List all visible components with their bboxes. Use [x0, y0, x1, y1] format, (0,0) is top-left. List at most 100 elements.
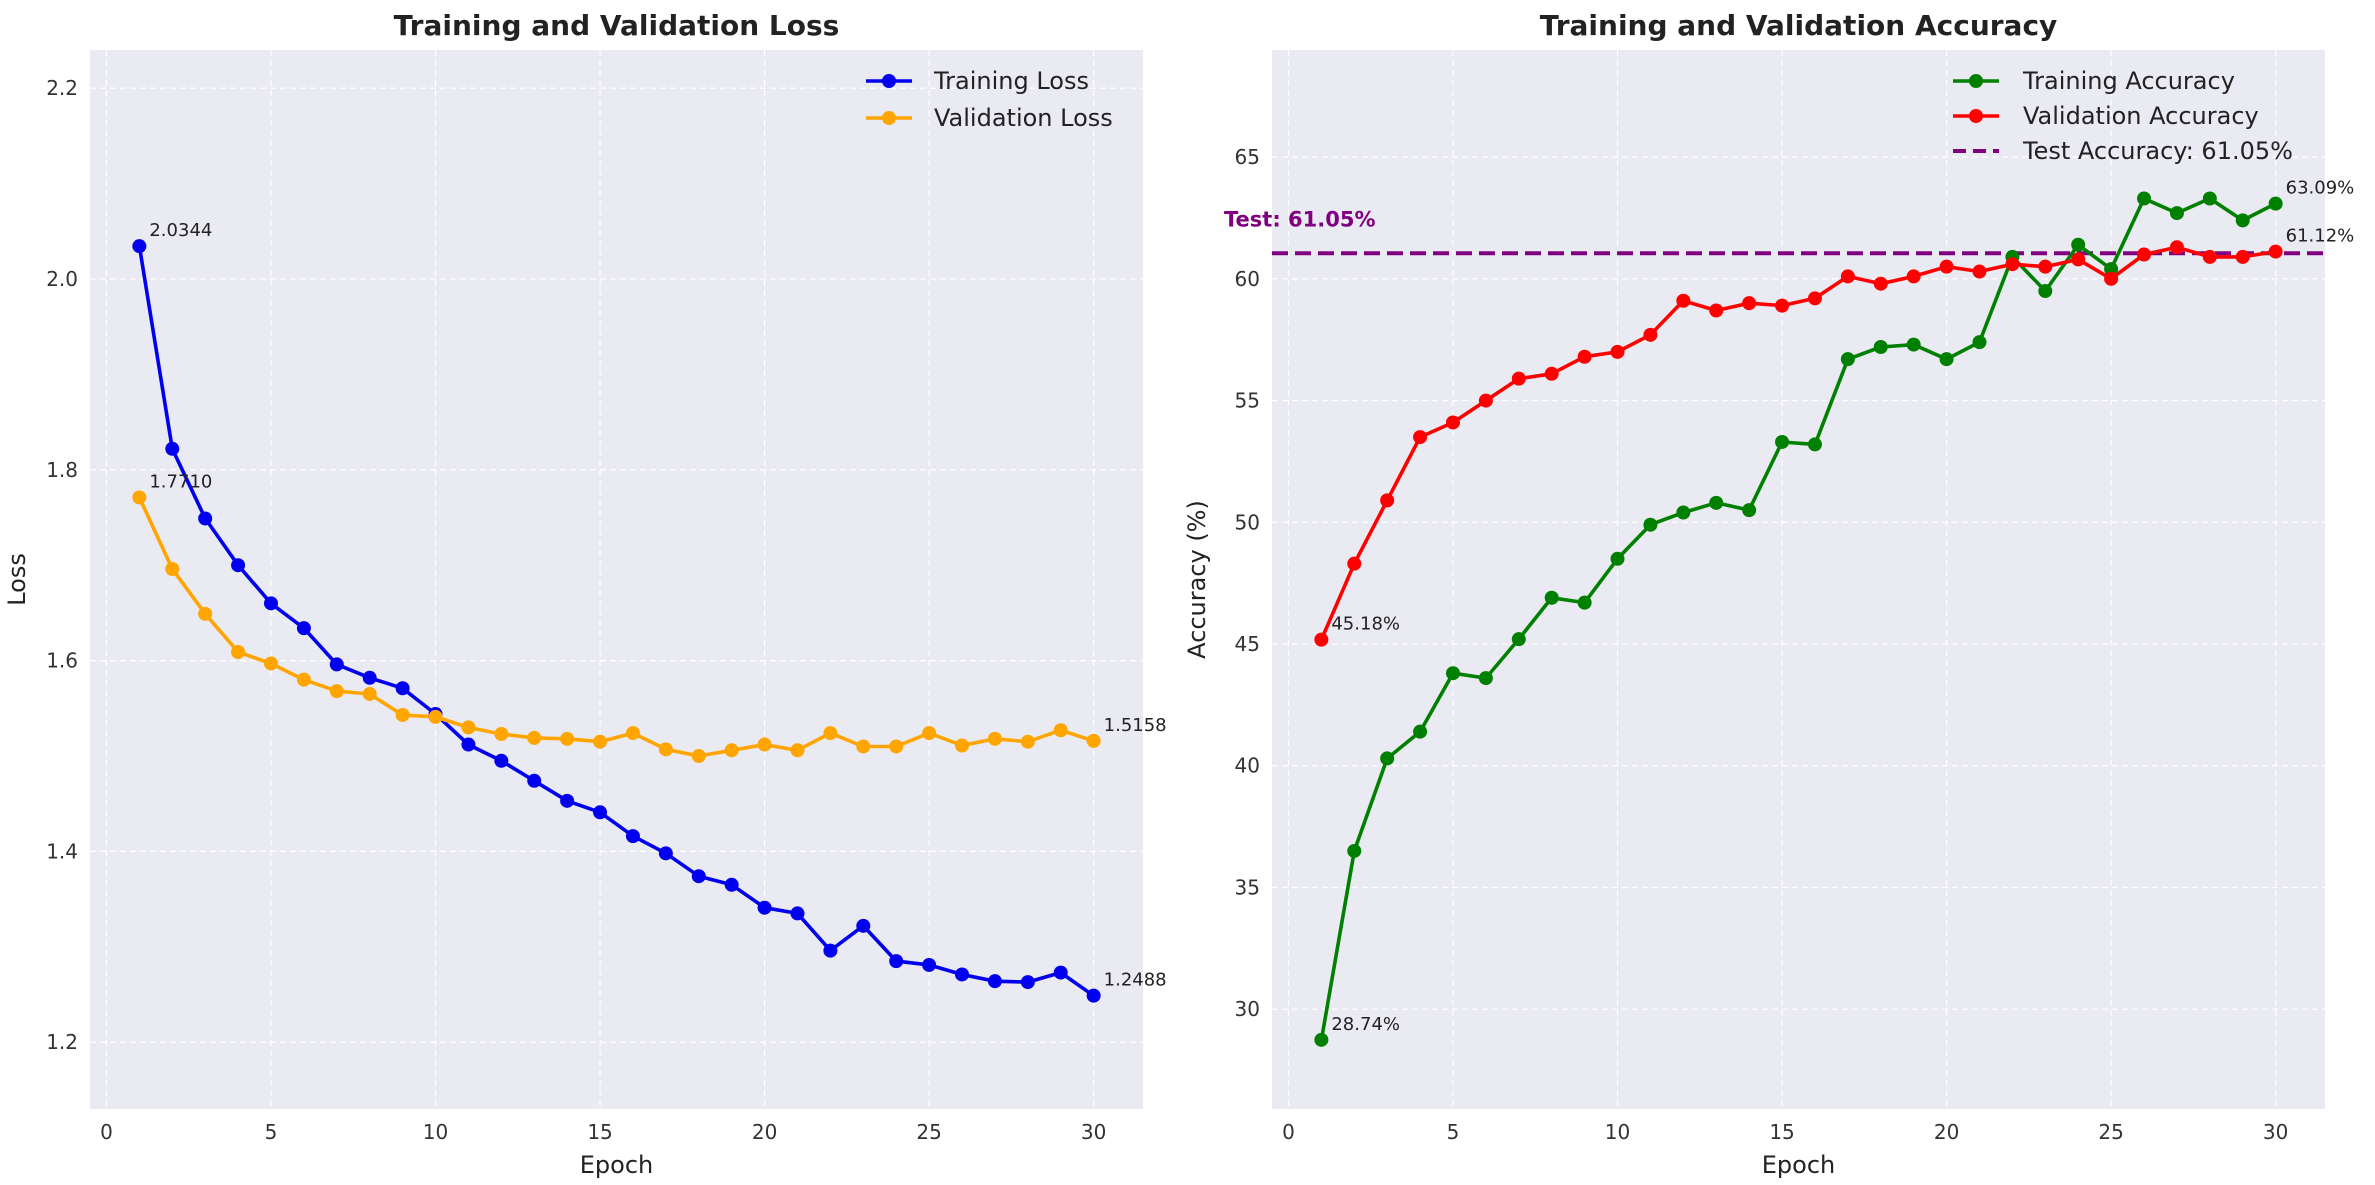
- legend-label: Test Accuracy: 61.05%: [2022, 137, 2293, 165]
- data-point: [1742, 296, 1757, 311]
- legend-marker: [882, 74, 896, 88]
- data-point: [658, 742, 673, 757]
- data-point: [2235, 213, 2250, 228]
- data-point: [2268, 196, 2283, 211]
- data-point: [1610, 344, 1625, 359]
- x-tick-label: 30: [1081, 1120, 1106, 1144]
- data-point: [1478, 671, 1493, 686]
- data-point: [1972, 335, 1987, 350]
- data-point: [757, 737, 772, 752]
- data-point: [593, 805, 608, 820]
- data-point: [2235, 249, 2250, 264]
- y-tick-label: 1.8: [46, 458, 78, 482]
- y-tick-label: 65: [1235, 145, 1260, 169]
- chart-title: Training and Validation Accuracy: [1540, 9, 2058, 42]
- data-point: [691, 869, 706, 884]
- x-tick-label: 0: [1282, 1120, 1295, 1144]
- y-axis-label: Accuracy (%): [1183, 500, 1211, 659]
- data-point: [1676, 293, 1691, 308]
- value-annotation: 2.0344: [149, 220, 212, 241]
- data-point: [1413, 724, 1428, 739]
- y-tick-label: 1.2: [46, 1030, 78, 1054]
- data-point: [1939, 259, 1954, 274]
- data-point: [691, 749, 706, 763]
- data-point: [790, 906, 805, 921]
- data-point: [1380, 493, 1395, 508]
- data-point: [1577, 595, 1592, 610]
- x-tick-label: 25: [2098, 1120, 2123, 1144]
- data-point: [1709, 495, 1724, 510]
- data-point: [1873, 340, 1888, 355]
- y-tick-label: 45: [1235, 632, 1260, 656]
- data-point: [1086, 988, 1101, 1003]
- chart-title: Training and Validation Loss: [394, 9, 840, 42]
- data-point: [494, 727, 509, 742]
- legend-label: Training Loss: [933, 67, 1089, 95]
- y-tick-label: 50: [1235, 510, 1260, 534]
- data-point: [2071, 237, 2086, 252]
- data-point: [823, 943, 838, 958]
- data-point: [1643, 517, 1658, 532]
- data-point: [132, 239, 147, 254]
- data-point: [1380, 751, 1395, 766]
- value-annotation: 1.5158: [1104, 715, 1167, 736]
- data-point: [724, 877, 739, 892]
- data-point: [1709, 303, 1724, 318]
- data-point: [889, 739, 904, 754]
- data-point: [2202, 191, 2217, 206]
- data-point: [2071, 252, 2086, 267]
- data-point: [1445, 666, 1460, 681]
- y-tick-label: 60: [1235, 267, 1260, 291]
- legend-label: Validation Accuracy: [2023, 102, 2259, 130]
- data-point: [1676, 505, 1691, 520]
- legend-marker: [1969, 109, 1983, 123]
- data-point: [165, 441, 180, 456]
- data-point: [560, 793, 575, 808]
- data-point: [1314, 1032, 1329, 1047]
- data-point: [1577, 349, 1592, 364]
- data-point: [132, 490, 147, 505]
- data-point: [1413, 430, 1428, 445]
- data-point: [790, 743, 805, 758]
- data-point: [494, 753, 509, 768]
- data-point: [231, 558, 246, 573]
- data-point: [2268, 244, 2283, 259]
- data-point: [1873, 276, 1888, 291]
- data-point: [263, 596, 278, 611]
- data-point: [593, 734, 608, 749]
- data-point: [329, 684, 344, 699]
- data-point: [1445, 415, 1460, 430]
- data-point: [461, 720, 476, 735]
- data-point: [1544, 590, 1559, 605]
- data-point: [1775, 434, 1790, 449]
- data-point: [1906, 337, 1921, 352]
- data-point: [1906, 269, 1921, 284]
- x-axis-label: Epoch: [580, 1151, 654, 1179]
- legend-label: Validation Loss: [934, 104, 1113, 132]
- data-point: [823, 726, 838, 741]
- data-point: [1643, 327, 1658, 342]
- data-point: [1314, 632, 1329, 647]
- legend: Training Loss Validation Loss: [866, 67, 1113, 132]
- value-annotation: 63.09%: [2286, 178, 2355, 199]
- data-point: [1053, 723, 1068, 738]
- data-point: [1347, 556, 1362, 571]
- data-point: [428, 709, 443, 724]
- data-point: [1347, 843, 1362, 858]
- data-point: [922, 957, 937, 972]
- plot-area: [90, 50, 1143, 1109]
- data-point: [987, 731, 1002, 746]
- data-point: [922, 726, 937, 741]
- x-tick-label: 20: [1934, 1120, 1959, 1144]
- x-tick-label: 0: [100, 1120, 113, 1144]
- plot-area: [1272, 50, 2325, 1109]
- data-point: [263, 656, 278, 671]
- data-point: [2104, 271, 2119, 286]
- test-accuracy-label: Test: 61.05%: [1224, 207, 1376, 231]
- legend: Training Accuracy Validation Accuracy Test…: [1953, 67, 2293, 165]
- legend-marker: [1969, 74, 1983, 88]
- data-point: [461, 737, 476, 752]
- data-point: [1478, 393, 1493, 408]
- data-point: [955, 967, 970, 982]
